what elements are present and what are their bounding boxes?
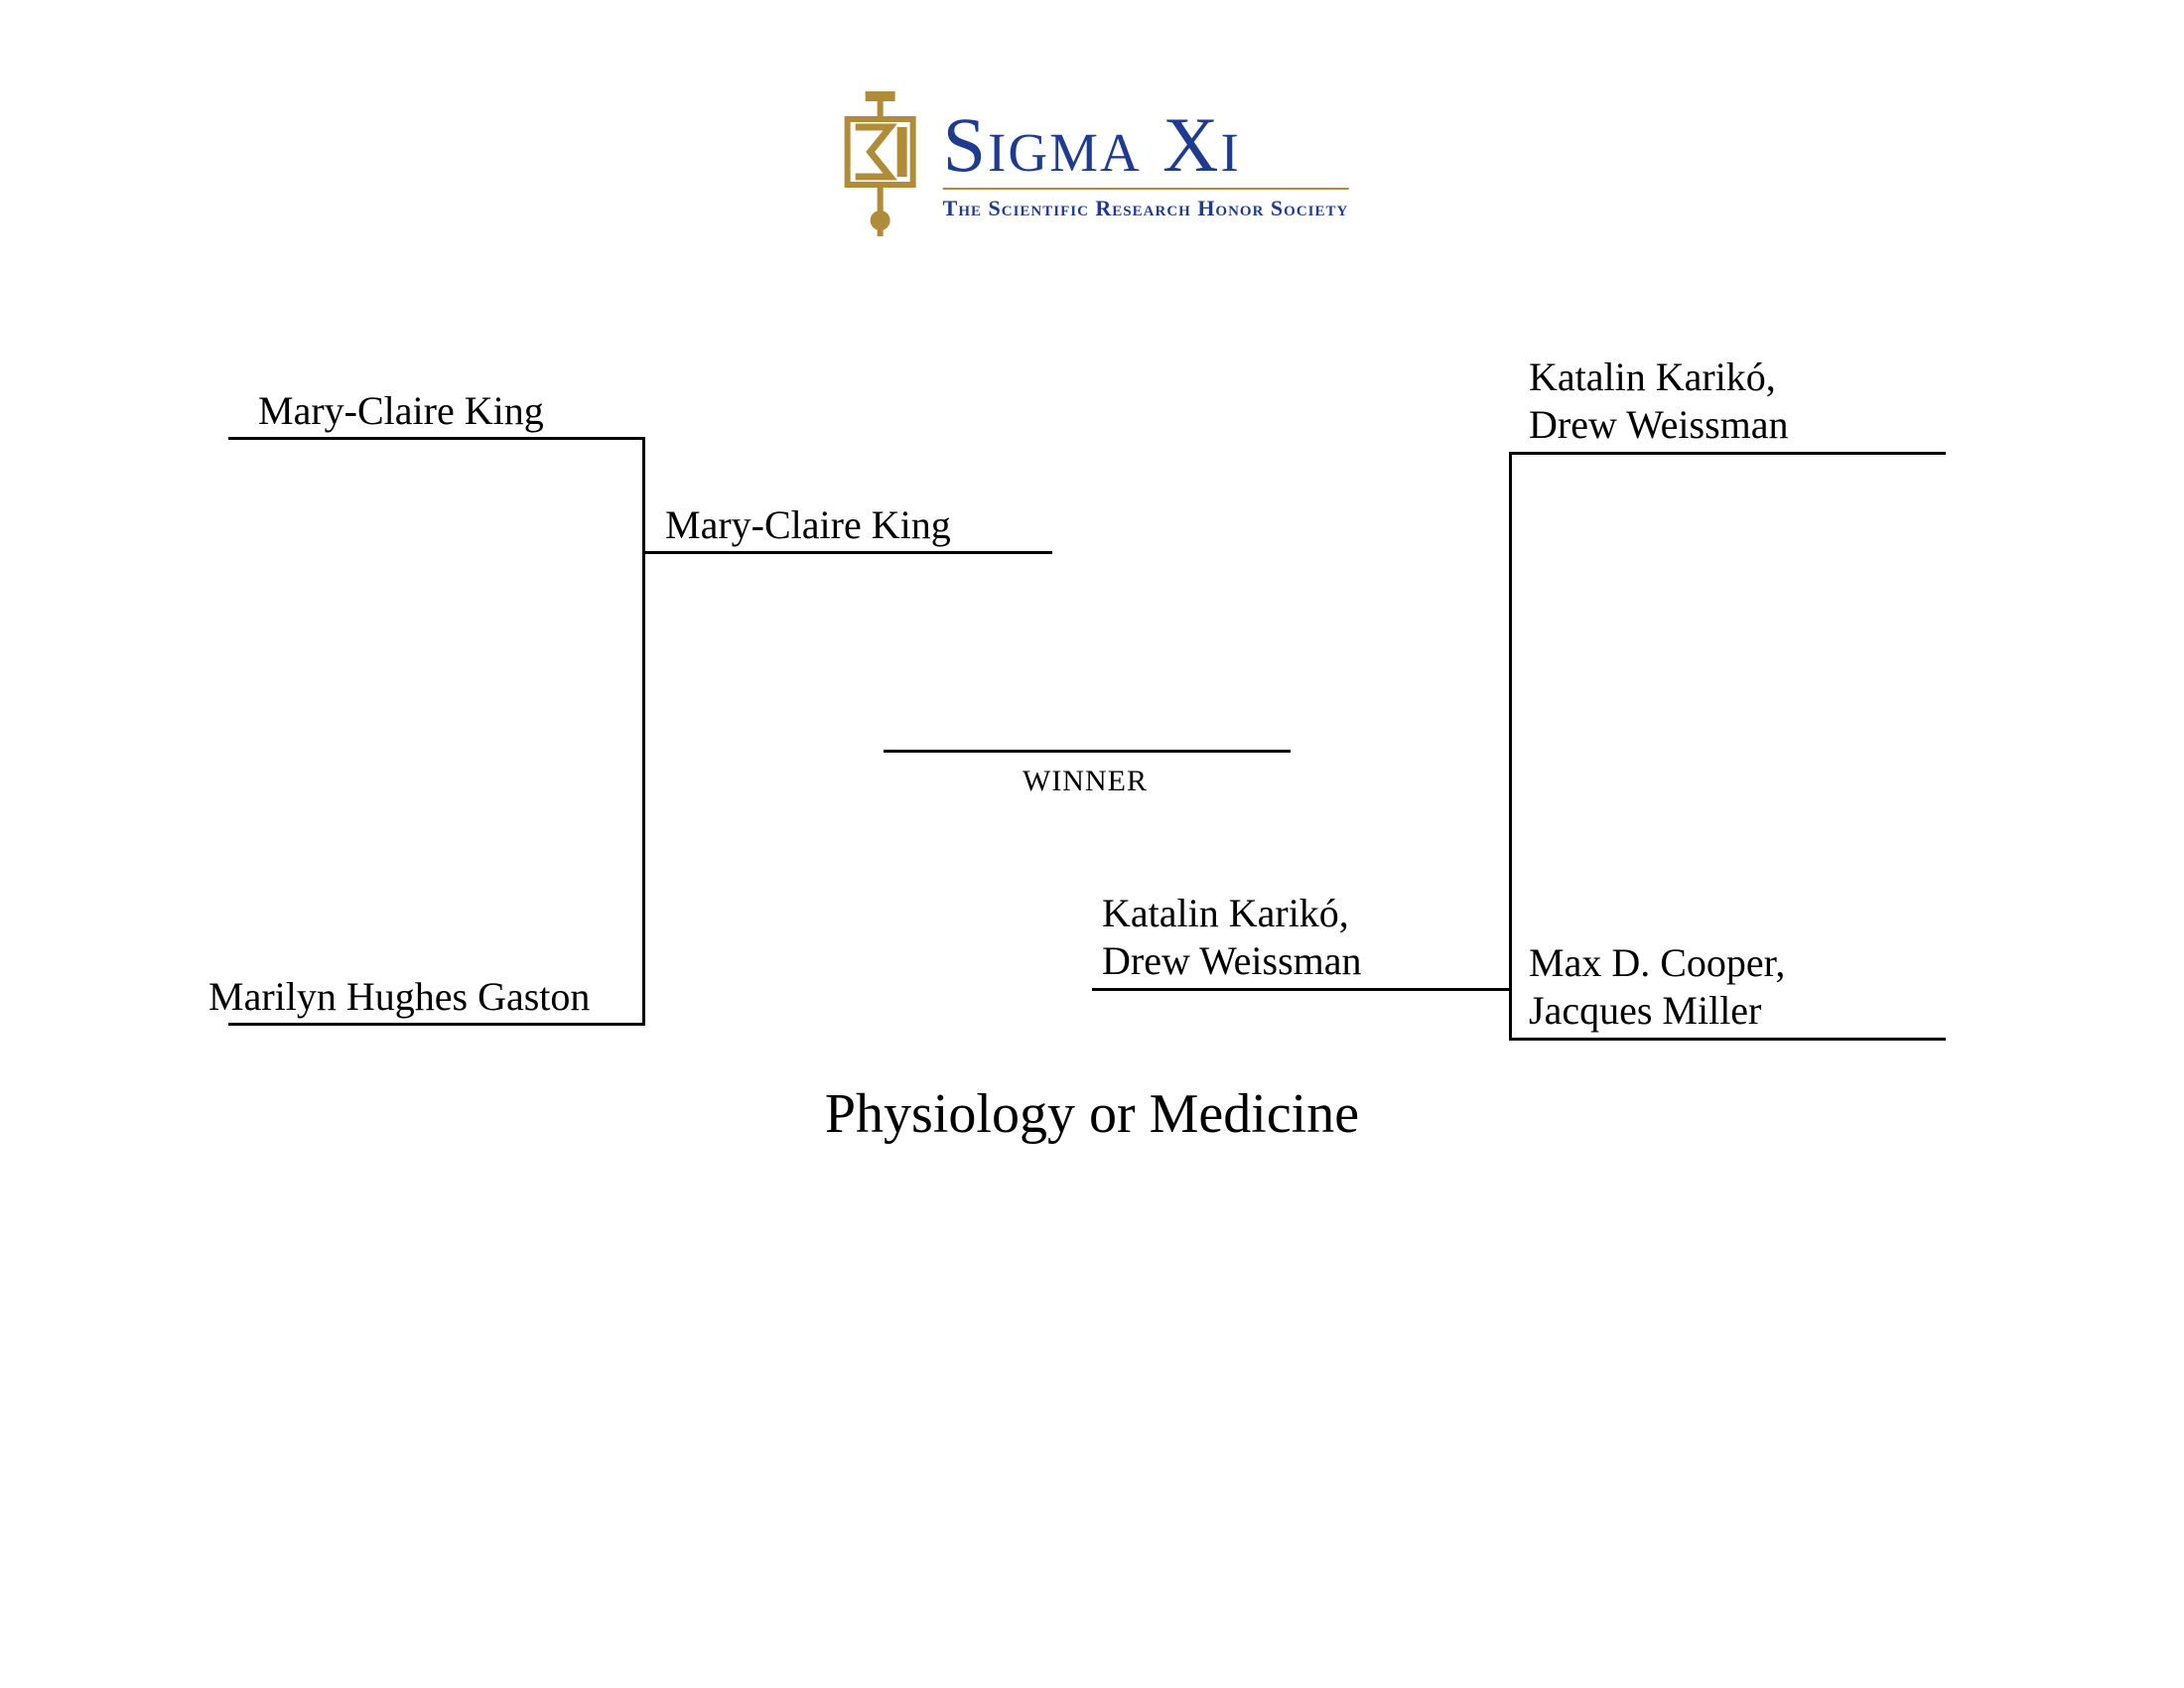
left-top-seed: Mary-Claire King bbox=[258, 387, 544, 441]
logo-emblem-icon bbox=[836, 89, 925, 238]
logo-text-block: Sigma Xi The Scientific Research Honor S… bbox=[943, 106, 1349, 221]
bracket-line-left-top-h bbox=[228, 437, 645, 440]
right-top-seed-line1: Katalin Karikó, bbox=[1529, 354, 1776, 399]
logo-title: Sigma Xi bbox=[943, 106, 1349, 184]
bracket-line-left-bottom-h bbox=[228, 1023, 645, 1026]
logo-underline bbox=[943, 188, 1349, 190]
bracket-line-right-bottom-h bbox=[1509, 1038, 1946, 1041]
page-container: Sigma Xi The Scientific Research Honor S… bbox=[0, 0, 2184, 1688]
left-semifinal-winner: Mary-Claire King bbox=[665, 501, 951, 555]
winner-label: WINNER bbox=[1023, 765, 1148, 798]
bracket-line-right-v bbox=[1509, 452, 1512, 1041]
bracket-line-right-top-h bbox=[1509, 452, 1946, 455]
right-semifinal-winner: Katalin Karikó, Drew Weissman bbox=[1102, 890, 1362, 991]
logo-subtitle: The Scientific Research Honor Society bbox=[943, 196, 1349, 221]
right-top-seed: Katalin Karikó, Drew Weissman bbox=[1529, 353, 1789, 455]
bracket-line-right-semi-h bbox=[1092, 988, 1512, 991]
right-bottom-seed: Max D. Cooper, Jacques Miller bbox=[1529, 939, 1785, 1041]
bracket-line-left-semi-h bbox=[645, 551, 1052, 554]
right-bottom-seed-line1: Max D. Cooper, bbox=[1529, 940, 1785, 985]
logo: Sigma Xi The Scientific Research Honor S… bbox=[836, 89, 1349, 238]
right-semi-line1: Katalin Karikó, bbox=[1102, 891, 1349, 935]
left-bottom-seed: Marilyn Hughes Gaston bbox=[208, 973, 590, 1027]
right-top-seed-line2: Drew Weissman bbox=[1529, 402, 1789, 447]
right-bottom-seed-line2: Jacques Miller bbox=[1529, 988, 1761, 1033]
bracket-diagram: Mary-Claire King Marilyn Hughes Gaston M… bbox=[199, 357, 1985, 1072]
category-title: Physiology or Medicine bbox=[825, 1082, 1359, 1146]
bracket-line-left-v bbox=[642, 437, 645, 1026]
right-semi-line2: Drew Weissman bbox=[1102, 938, 1362, 983]
winner-underline bbox=[884, 750, 1291, 753]
